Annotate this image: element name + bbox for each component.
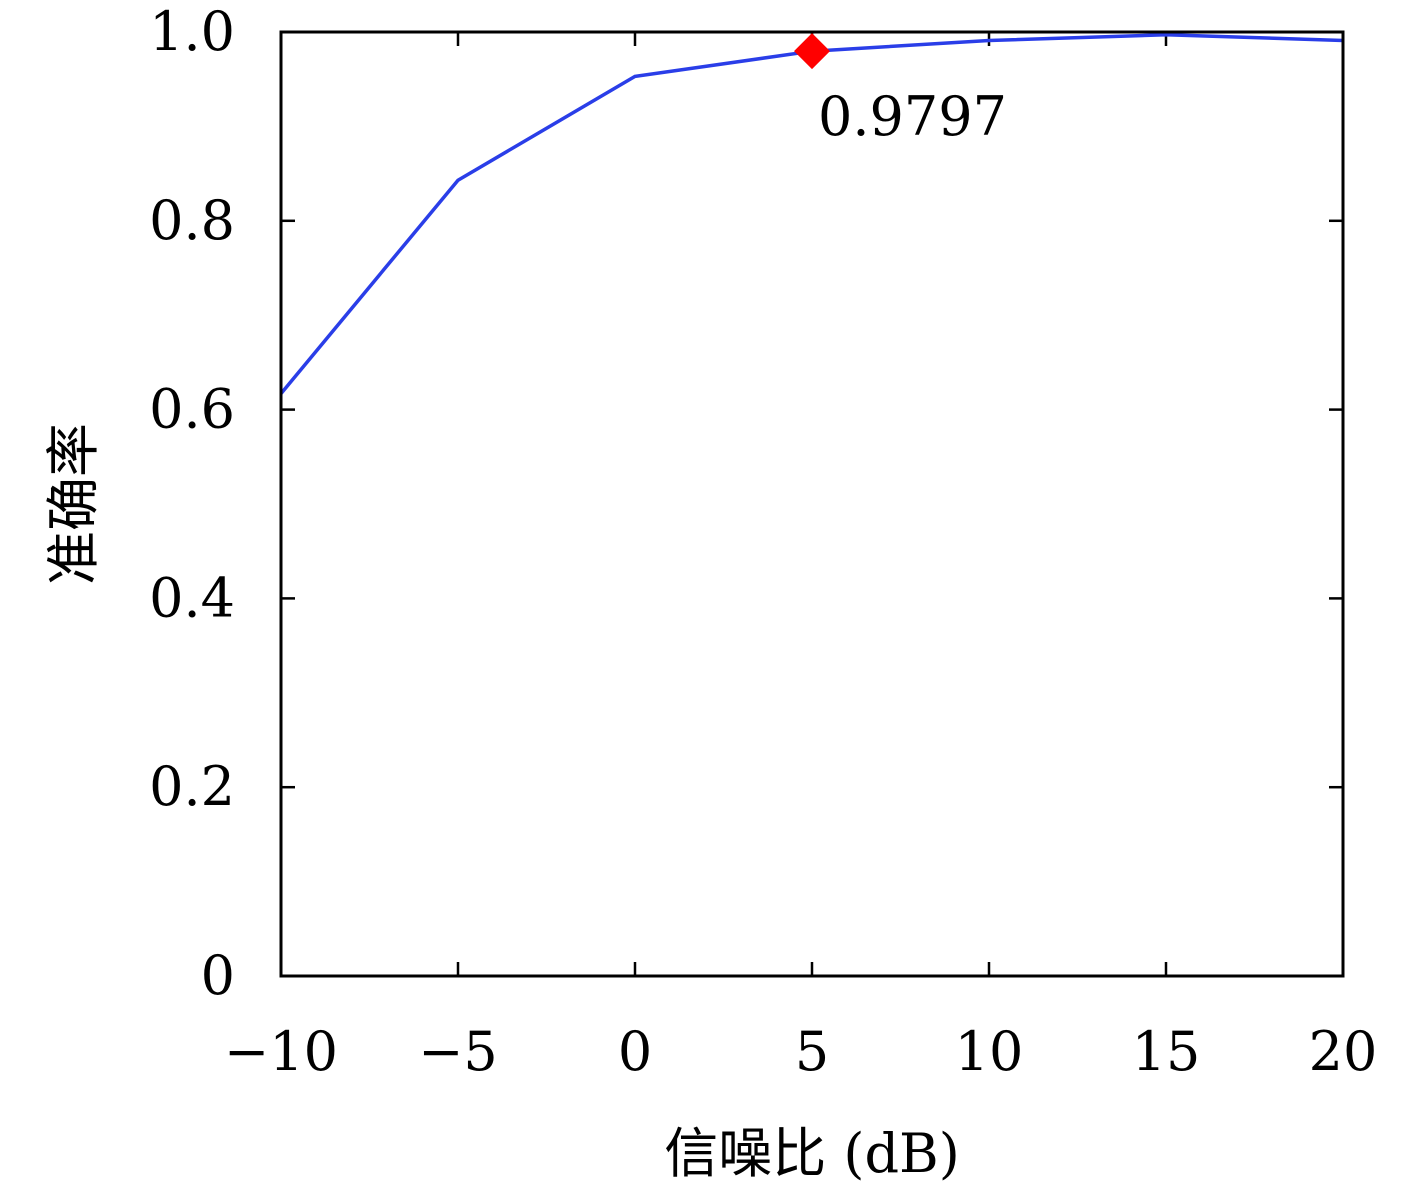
x-tick-label: −5 bbox=[418, 1020, 498, 1083]
y-axis: 0 0.2 0.4 0.6 0.8 1.0 bbox=[149, 0, 1343, 1007]
y-tick-label: 0.8 bbox=[149, 189, 235, 252]
x-tick-label: −10 bbox=[224, 1020, 338, 1083]
y-axis-title: 准确率 bbox=[42, 423, 105, 585]
highlight-diamond-marker bbox=[794, 33, 830, 70]
y-tick-label: 0.4 bbox=[149, 566, 235, 629]
highlight-layer: 0.9797 bbox=[794, 33, 1007, 148]
x-tick-label: 15 bbox=[1132, 1020, 1201, 1083]
plot-frame bbox=[279, 30, 1345, 978]
x-tick-label: 5 bbox=[795, 1020, 829, 1083]
x-tick-label: 10 bbox=[955, 1020, 1024, 1083]
series-layer bbox=[279, 33, 1344, 395]
x-axis: −10 −5 0 5 10 15 20 bbox=[224, 32, 1377, 1083]
y-tick-label: 0 bbox=[201, 944, 235, 1007]
y-tick-label: 1.0 bbox=[149, 0, 235, 63]
series-line-0 bbox=[279, 33, 1344, 395]
highlight-annotation: 0.9797 bbox=[818, 85, 1007, 148]
x-tick-label: 0 bbox=[618, 1020, 652, 1083]
y-tick-label: 0.2 bbox=[149, 755, 235, 818]
x-axis-title: 信噪比 (dB) bbox=[664, 1122, 960, 1185]
y-tick-label: 0.6 bbox=[149, 378, 235, 441]
x-tick-label: 20 bbox=[1309, 1020, 1378, 1083]
